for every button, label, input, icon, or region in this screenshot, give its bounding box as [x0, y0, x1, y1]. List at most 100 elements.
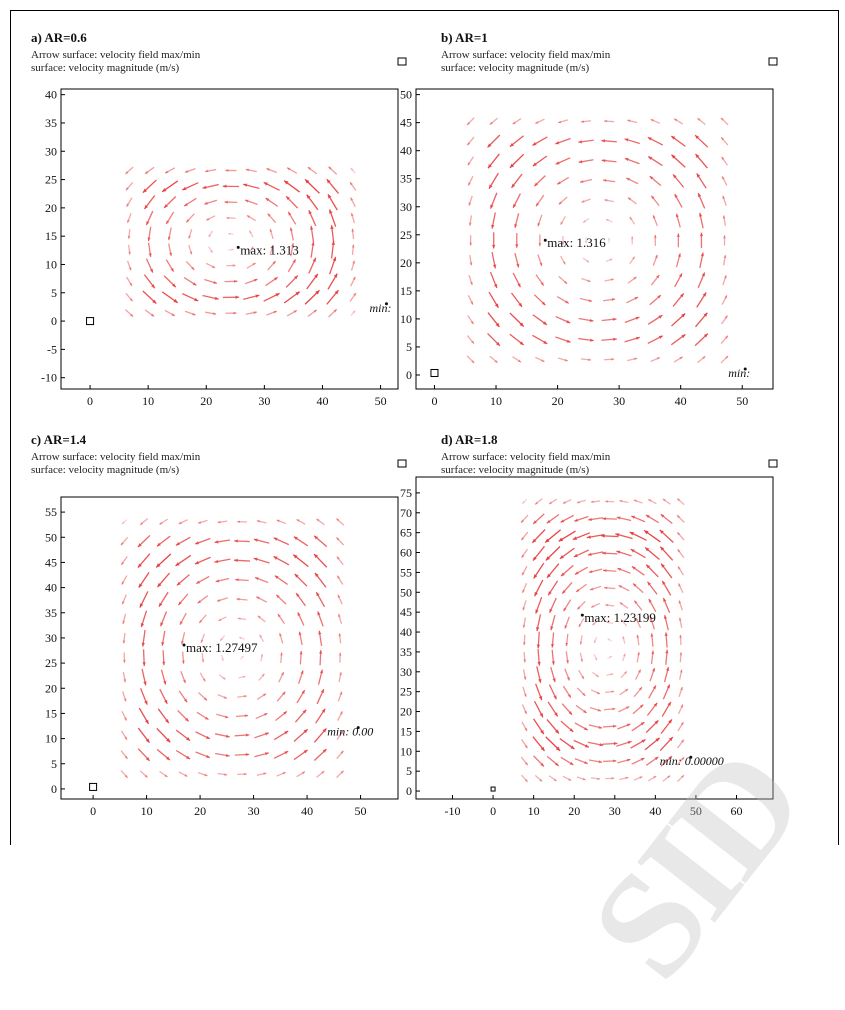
y-tick-label: 55	[45, 505, 57, 519]
velocity-arrowhead	[329, 209, 333, 213]
velocity-arrowhead	[515, 244, 518, 247]
y-tick-label: 5	[406, 340, 412, 354]
velocity-arrowhead	[319, 650, 322, 654]
velocity-arrowhead	[492, 245, 496, 249]
y-tick-label: 55	[400, 565, 412, 579]
velocity-arrowhead	[192, 313, 195, 316]
legend-square	[769, 58, 777, 65]
x-tick-label: -10	[445, 804, 461, 818]
velocity-arrowhead	[583, 778, 586, 781]
velocity-arrowhead	[537, 223, 540, 227]
velocity-arrowhead	[722, 196, 725, 199]
origin-marker	[87, 318, 94, 325]
min-label: min: 0.00	[327, 725, 373, 739]
y-tick-label: 5	[51, 286, 57, 300]
velocity-arrowhead	[587, 279, 590, 282]
y-tick-label: 35	[45, 116, 57, 130]
velocity-arrowhead	[665, 632, 668, 636]
y-tick-label: 15	[45, 229, 57, 243]
velocity-arrowhead	[612, 708, 615, 711]
velocity-arrowhead	[608, 238, 610, 240]
x-tick-label: 20	[194, 804, 206, 818]
velocity-arrowhead	[567, 339, 571, 342]
max-label: max: 1.313	[240, 242, 299, 257]
velocity-arrowhead	[204, 773, 207, 776]
velocity-arrowhead	[614, 742, 618, 745]
y-tick-label: 20	[45, 201, 57, 215]
velocity-arrowhead	[598, 709, 601, 712]
panel-title-a: a) AR=0.6	[31, 30, 87, 45]
origin-marker	[90, 783, 97, 790]
y-tick-label: 40	[45, 88, 57, 102]
velocity-arrowhead	[523, 659, 526, 662]
velocity-arrowhead	[470, 282, 473, 285]
velocity-arrowhead	[574, 519, 578, 522]
x-tick-label: 20	[568, 804, 580, 818]
y-tick-label: -10	[41, 371, 57, 385]
velocity-arrowhead	[679, 635, 682, 638]
velocity-arrowhead	[551, 644, 554, 648]
velocity-arrowhead	[244, 773, 247, 776]
y-tick-label: 10	[45, 257, 57, 271]
velocity-arrowhead	[538, 243, 541, 246]
velocity-arrowhead	[665, 650, 668, 654]
plot-area	[61, 89, 398, 389]
y-tick-label: 40	[45, 581, 57, 595]
velocity-arrowhead	[469, 243, 472, 246]
velocity-arrowhead	[469, 202, 472, 205]
y-tick-label: 10	[400, 312, 412, 326]
x-tick-label: 30	[613, 394, 625, 408]
velocity-arrowhead	[677, 233, 680, 236]
velocity-arrowhead	[333, 257, 337, 261]
y-tick-label: 5	[51, 757, 57, 771]
x-tick-label: 40	[649, 804, 661, 818]
x-tick-label: 0	[490, 804, 496, 818]
velocity-arrowhead	[280, 652, 283, 655]
y-tick-label: 35	[400, 172, 412, 186]
legend-square	[398, 58, 406, 65]
velocity-arrowhead	[613, 759, 616, 762]
y-tick-label: 30	[45, 144, 57, 158]
velocity-arrowhead	[300, 670, 303, 674]
figure-frame: a) AR=0.6 Arrow surface: velocity field m…	[10, 10, 839, 845]
x-tick-label: 50	[736, 394, 748, 408]
y-tick-label: 50	[400, 88, 412, 102]
y-tick-label: 45	[400, 116, 412, 130]
y-tick-label: 25	[400, 228, 412, 242]
velocity-arrowhead	[185, 170, 188, 173]
y-tick-label: 75	[400, 486, 412, 500]
velocity-arrowhead	[613, 725, 616, 728]
velocity-arrowhead	[245, 714, 248, 717]
velocity-arrowhead	[654, 235, 657, 238]
velocity-arrowhead	[601, 139, 605, 142]
y-tick-label: 60	[400, 546, 412, 560]
velocity-arrowhead	[127, 220, 130, 223]
panel-subtitle-1: Arrow surface: velocity field max/min	[31, 451, 201, 463]
velocity-arrowhead	[217, 599, 220, 602]
x-tick-label: 60	[730, 804, 742, 818]
velocity-arrowhead	[233, 264, 236, 267]
velocity-arrowhead	[233, 312, 236, 315]
x-tick-label: 30	[248, 804, 260, 818]
y-tick-label: 0	[406, 368, 412, 382]
legend-square	[398, 460, 406, 467]
x-tick-label: 30	[609, 804, 621, 818]
y-tick-label: 35	[400, 645, 412, 659]
panel-title-b: b) AR=1	[441, 30, 488, 45]
velocity-arrowhead	[555, 141, 559, 144]
y-tick-label: 20	[400, 256, 412, 270]
y-tick-label: 45	[400, 605, 412, 619]
y-tick-label: 45	[45, 555, 57, 569]
panel-subtitle-2: surface: velocity magnitude (m/s)	[31, 62, 179, 74]
velocity-arrowhead	[246, 733, 250, 736]
velocity-arrowhead	[611, 777, 614, 780]
velocity-arrowhead	[234, 280, 237, 283]
x-tick-label: 40	[301, 804, 313, 818]
velocity-arrowhead	[631, 236, 634, 239]
velocity-arrowhead	[254, 279, 258, 282]
velocity-arrowhead	[225, 201, 228, 204]
velocity-arrowhead	[223, 185, 227, 189]
velocity-arrowhead	[652, 668, 655, 672]
